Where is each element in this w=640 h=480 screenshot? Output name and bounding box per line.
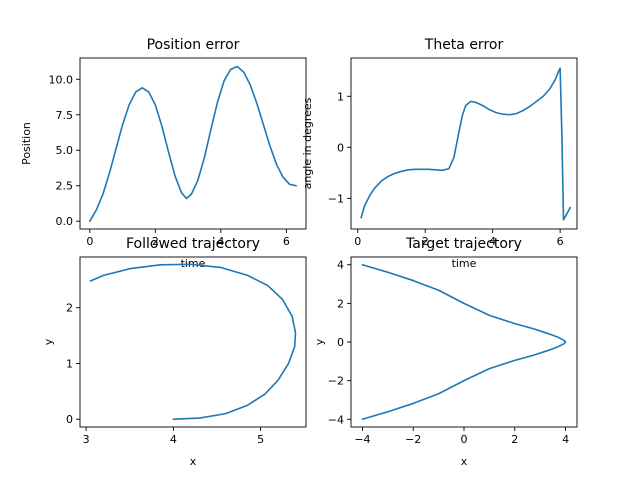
y-tick-label: 2.5 [56, 180, 74, 193]
x-tick-label: 0 [86, 235, 93, 248]
y-axis-label: y [313, 338, 326, 345]
x-tick-label: 4 [562, 433, 569, 446]
y-tick-label: 1 [66, 357, 73, 370]
y-tick-label: 1 [337, 90, 344, 103]
x-tick-label: 5 [257, 433, 264, 446]
chart-title: Theta error [424, 37, 504, 53]
subplot-target-trajectory: −4 −2 0 2 4 −4 −2 0 2 4 x y Target trajectory [313, 236, 578, 468]
x-tick-label: 0 [354, 235, 361, 248]
series-line-target-trajectory [361, 263, 567, 421]
y-tick-label: 0.0 [56, 215, 74, 228]
chart-title: Target trajectory [405, 236, 522, 252]
x-tick-label: 4 [489, 235, 496, 248]
y-axis-label: angle in degrees [301, 97, 314, 189]
series-line-followed-trajectory [89, 263, 297, 420]
y-tick-label: 2 [66, 302, 73, 315]
x-tick-label: 4 [217, 235, 224, 248]
y-tick-label: −2 [328, 375, 344, 388]
x-axis-label: x [190, 455, 197, 468]
chart-title: Position error [147, 37, 240, 53]
subplot-followed-trajectory: 3 4 5 0 1 2 x y Followed trajectory [42, 236, 307, 468]
x-tick-label: 3 [83, 433, 90, 446]
x-tick-label: 6 [283, 235, 290, 248]
y-tick-label: −1 [328, 192, 344, 205]
y-axis-label: Position [20, 122, 33, 165]
y-tick-label: 2 [337, 297, 344, 310]
x-axis-label: x [461, 455, 468, 468]
y-tick-label: 4 [337, 259, 344, 272]
x-tick-label: 0 [461, 433, 468, 446]
x-axis-label: time [181, 257, 206, 270]
series-line-position-error [89, 65, 297, 222]
x-tick-label: 4 [170, 433, 177, 446]
y-tick-label: 0 [66, 413, 73, 426]
y-tick-label: 0 [337, 336, 344, 349]
series-line-theta-error [360, 67, 572, 221]
chart-title: Followed trajectory [126, 236, 260, 252]
axes-frame-theta-error [350, 57, 578, 230]
y-tick-label: 7.5 [56, 109, 74, 122]
y-tick-label: 5.0 [56, 144, 74, 157]
x-tick-label: 6 [557, 235, 564, 248]
x-tick-label: −4 [354, 433, 370, 446]
axes-frame-followed-trajectory [79, 256, 307, 428]
y-tick-label: 10.0 [49, 73, 74, 86]
subplot-position-error: 0 2 4 6 0.0 2.5 5.0 7.5 10.0 time Position Position… [20, 37, 307, 270]
x-tick-label: −2 [405, 433, 421, 446]
subplot-theta-error: 0 2 4 6 −1 0 1 time angle in degrees Theta error [301, 37, 578, 270]
y-tick-label: 0 [337, 141, 344, 154]
x-tick-label: 2 [511, 433, 518, 446]
y-axis-label: y [42, 338, 55, 345]
y-tick-label: −4 [328, 413, 344, 426]
x-axis-label: time [452, 257, 477, 270]
x-tick-label: 2 [422, 235, 429, 248]
axes-frame-position-error [79, 57, 307, 230]
x-tick-label: 2 [152, 235, 159, 248]
